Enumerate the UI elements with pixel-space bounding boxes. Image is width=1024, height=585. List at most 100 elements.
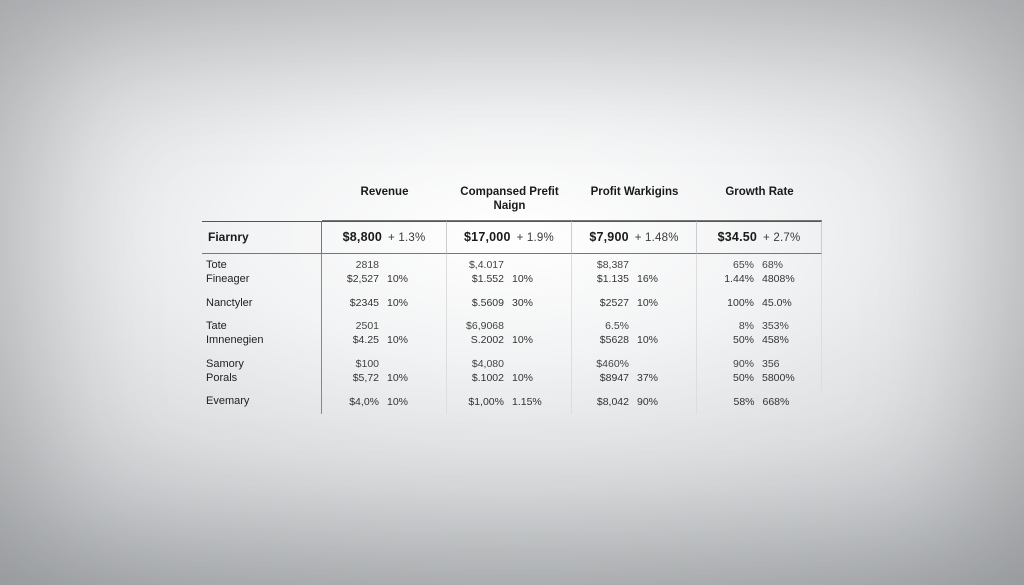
cell-c: $.5609 bbox=[455, 297, 506, 310]
row-label-line1: Samory bbox=[206, 358, 315, 372]
cell-c: 1.44% bbox=[705, 273, 756, 286]
table-cell: $.5609 30% bbox=[447, 292, 572, 316]
summary-growth-rate: $34.50+ 2.7% bbox=[697, 221, 822, 255]
cell-a: $460% bbox=[580, 358, 631, 371]
row-label: Evemary bbox=[202, 390, 322, 414]
table-cell: $4,0%10% bbox=[322, 390, 447, 414]
cell-d: 668% bbox=[763, 396, 815, 409]
financial-table: Revenue Compansed Prefit Naign Profit Wa… bbox=[202, 181, 822, 414]
cell-c: $5,72 bbox=[330, 372, 381, 385]
table-cell: $1,00% 1.15% bbox=[447, 390, 572, 414]
row-label-line2: Fineager bbox=[206, 273, 315, 287]
col-header-profit-workings: Profit Warkigins bbox=[572, 181, 697, 221]
table-cell: 2818$2,527 10% bbox=[322, 254, 447, 292]
cell-c: $2,527 bbox=[330, 273, 381, 286]
cell-a: $6,9068 bbox=[455, 320, 506, 333]
cell-d: 10% bbox=[512, 273, 563, 286]
row-label-line2: Imnenegien bbox=[206, 334, 315, 348]
cell-d: 37% bbox=[637, 372, 688, 385]
table-cell: $4,080$.1002 10% bbox=[447, 353, 572, 391]
cell-b: 353% bbox=[762, 320, 813, 333]
cell-c: 50% bbox=[705, 372, 756, 385]
table-cell: 100%45.0% bbox=[697, 292, 822, 316]
cell-d: 90% bbox=[637, 396, 688, 409]
row-label: Nanctyler bbox=[202, 292, 322, 316]
cell-d: 10% bbox=[512, 372, 563, 385]
cell-d: 10% bbox=[387, 372, 438, 385]
table-cell: 58% 668% bbox=[697, 390, 822, 414]
cell-d: 1.15% bbox=[512, 396, 563, 409]
col-header-revenue: Revenue bbox=[322, 181, 447, 221]
cell-b bbox=[637, 358, 688, 371]
cell-d: 4808% bbox=[762, 273, 813, 286]
cell-d: 5800% bbox=[762, 372, 813, 385]
cell-a: 65% bbox=[705, 259, 756, 272]
cell-b: 68% bbox=[762, 259, 813, 272]
summary-profit-workings: $7,900+ 1.48% bbox=[572, 221, 697, 255]
summary-profit-margin: $17,000+ 1.9% bbox=[447, 221, 572, 255]
row-label-line1: Evemary bbox=[206, 395, 315, 409]
cell-d: 458% bbox=[762, 334, 813, 347]
cell-b bbox=[387, 259, 438, 272]
table-cell: 90%35650%5800% bbox=[697, 353, 822, 391]
cell-a: $4,080 bbox=[455, 358, 506, 371]
cell-b bbox=[637, 259, 688, 272]
table-cell: $460%$894737% bbox=[572, 353, 697, 391]
cell-d: 10% bbox=[512, 334, 563, 347]
cell-c: S.2002 bbox=[455, 334, 506, 347]
cell-b bbox=[387, 358, 438, 371]
cell-c: $.1002 bbox=[455, 372, 506, 385]
cell-b bbox=[512, 259, 563, 272]
table-cell: $252710% bbox=[572, 292, 697, 316]
cell-a: $,4.017 bbox=[455, 259, 506, 272]
row-label: TateImnenegien bbox=[202, 315, 322, 353]
summary-delta: + 1.9% bbox=[517, 232, 554, 244]
cell-d: 10% bbox=[387, 334, 438, 347]
summary-value: $8,800 bbox=[343, 230, 382, 244]
cell-a: 90% bbox=[705, 358, 756, 371]
row-label-line1: Tate bbox=[206, 320, 315, 334]
table-cell: $2345 10% bbox=[322, 292, 447, 316]
cell-c: $1.552 bbox=[455, 273, 506, 286]
table-cell: 65% 68% 1.44% 4808% bbox=[697, 254, 822, 292]
col-header-profit-margin: Compansed Prefit Naign bbox=[447, 181, 572, 221]
summary-value: $34.50 bbox=[718, 230, 757, 244]
summary-delta: + 1.3% bbox=[388, 232, 425, 244]
cell-b bbox=[637, 320, 688, 333]
summary-row-label: Fiarnry bbox=[202, 221, 322, 255]
header-corner bbox=[202, 181, 322, 221]
cell-c: $5628 bbox=[580, 334, 631, 347]
row-label-line1: Nanctyler bbox=[206, 297, 315, 311]
cell-b bbox=[512, 320, 563, 333]
table-cell: $,4.017$1.552 10% bbox=[447, 254, 572, 292]
cell-d: 10% bbox=[387, 297, 438, 310]
cell-d: 16% bbox=[637, 273, 688, 286]
cell-b bbox=[387, 320, 438, 333]
cell-a: 8% bbox=[705, 320, 756, 333]
cell-d: 10% bbox=[387, 273, 438, 286]
cell-c: 58% bbox=[705, 396, 757, 409]
table-cell: $8,04290% bbox=[572, 390, 697, 414]
table-grid: Revenue Compansed Prefit Naign Profit Wa… bbox=[202, 181, 822, 414]
cell-c: $4.25 bbox=[330, 334, 381, 347]
cell-a: 2501 bbox=[330, 320, 381, 333]
row-label: ToteFineager bbox=[202, 254, 322, 292]
cell-c: $1.135 bbox=[580, 273, 631, 286]
cell-b bbox=[512, 358, 563, 371]
summary-value: $7,900 bbox=[589, 230, 628, 244]
cell-d: 30% bbox=[512, 297, 563, 310]
row-label: SamoryPorals bbox=[202, 353, 322, 391]
row-label-line2: Porals bbox=[206, 372, 315, 386]
cell-c: $2345 bbox=[330, 297, 381, 310]
cell-d: 10% bbox=[387, 396, 438, 409]
cell-d: 10% bbox=[637, 334, 688, 347]
table-cell: 8%353%50%458% bbox=[697, 315, 822, 353]
cell-c: $2527 bbox=[580, 297, 631, 310]
col-header-growth-rate: Growth Rate bbox=[697, 181, 822, 221]
table-cell: 6.5%$5628 10% bbox=[572, 315, 697, 353]
cell-a: 2818 bbox=[330, 259, 381, 272]
cell-c: $1,00% bbox=[455, 396, 506, 409]
cell-a: 6.5% bbox=[580, 320, 631, 333]
table-cell: 2501$4.25 10% bbox=[322, 315, 447, 353]
summary-revenue: $8,800 + 1.3% bbox=[322, 221, 447, 255]
